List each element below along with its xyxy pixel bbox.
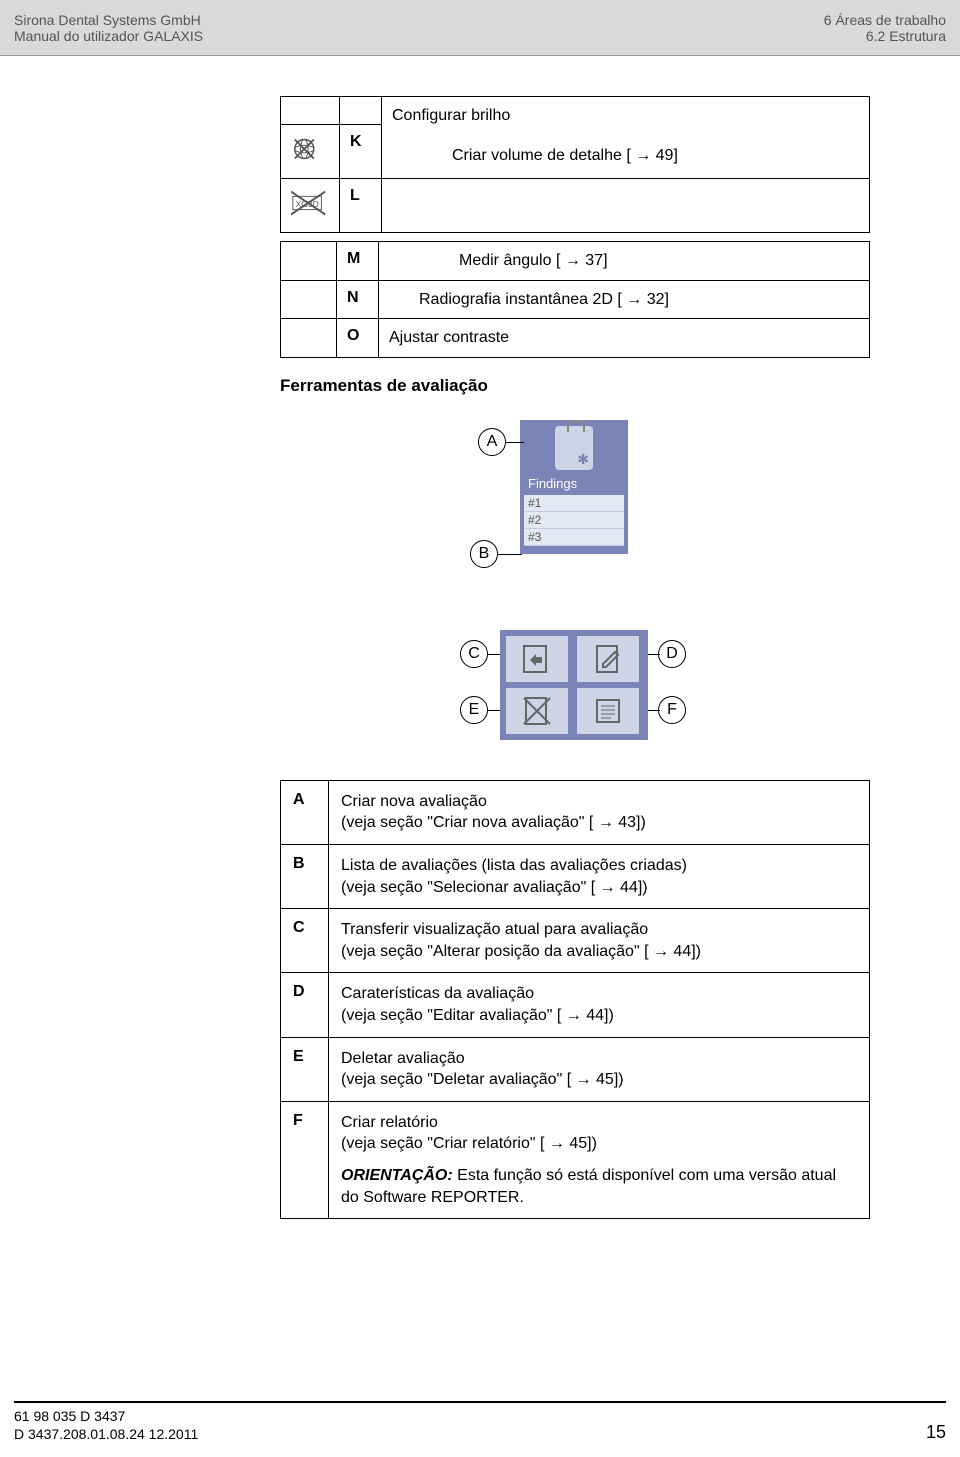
- row-k-letter: K: [340, 125, 382, 179]
- legend-e-letter: E: [281, 1037, 329, 1101]
- section-title: Ferramentas de avaliação: [280, 376, 870, 396]
- legend-d-letter: D: [281, 973, 329, 1037]
- tools-table-2: M Medir ângulo [ → 37] N Radiografia ins…: [280, 241, 870, 358]
- legend-f-letter: F: [281, 1101, 329, 1218]
- header-company: Sirona Dental Systems GmbH: [14, 12, 203, 28]
- row-l-text: Criar volume de detalhe [ → 49]: [392, 145, 859, 167]
- findings-icon-grid: [500, 630, 648, 740]
- list-item: #2: [524, 512, 624, 529]
- legend-c-letter: C: [281, 909, 329, 973]
- orientacao-note: ORIENTAÇÃO: Esta função só está disponív…: [341, 1165, 857, 1208]
- row-m-letter: M: [337, 242, 379, 281]
- legend-b-line1: Lista de avaliações (lista das avaliaçõe…: [341, 855, 857, 877]
- page-footer: 61 98 035 D 3437 D 3437.208.01.08.24 12.…: [14, 1401, 946, 1443]
- legend-f-line2: (veja seção "Criar relatório" [ → 45]): [341, 1133, 857, 1155]
- header-section: 6.2 Estrutura: [824, 28, 946, 44]
- legend-b-letter: B: [281, 844, 329, 908]
- findings-figure: Findings #1 #2 #3 A B C D E F: [410, 410, 740, 760]
- legend-a-line1: Criar nova avaliação: [341, 791, 857, 813]
- page-content: Configurar brilho Criar volume de detalh…: [0, 56, 960, 1219]
- legend-c-line1: Transferir visualização atual para avali…: [341, 919, 857, 941]
- footer-code2: D 3437.208.01.08.24 12.2011: [14, 1425, 198, 1443]
- page-number: 15: [926, 1407, 946, 1443]
- marker-b: B: [470, 540, 498, 568]
- xg3d-x-icon: XG3D: [291, 187, 329, 219]
- legend-e-line2: (veja seção "Deletar avaliação" [ → 45]): [341, 1069, 857, 1091]
- footer-code1: 61 98 035 D 3437: [14, 1407, 198, 1425]
- row-n-letter: N: [337, 280, 379, 319]
- legend-c-line2: (veja seção "Alterar posição da avaliaçã…: [341, 941, 857, 963]
- legend-f-line1: Criar relatório: [341, 1112, 857, 1134]
- row-o-letter: O: [337, 319, 379, 358]
- legend-e-line1: Deletar avaliação: [341, 1048, 857, 1070]
- tools-table-1: Configurar brilho Criar volume de detalh…: [280, 96, 870, 233]
- row-m-text: Medir ângulo [ → 37]: [379, 242, 870, 281]
- marker-e: E: [460, 696, 488, 724]
- clipboard-icon: [555, 426, 593, 470]
- evaluation-legend-table: A Criar nova avaliação (veja seção "Cria…: [280, 780, 870, 1219]
- findings-list: #1 #2 #3: [524, 495, 624, 546]
- globe-x-icon: [291, 133, 329, 165]
- row-k-text: Configurar brilho: [392, 105, 859, 127]
- row-l-letter: L: [340, 179, 382, 233]
- delete-clipboard-icon: [506, 688, 568, 734]
- marker-d: D: [658, 640, 686, 668]
- transfer-view-icon: [506, 636, 568, 682]
- legend-d-line2: (veja seção "Editar avaliação" [ → 44]): [341, 1005, 857, 1027]
- header-chapter: 6 Áreas de trabalho: [824, 12, 946, 28]
- orientacao-label: ORIENTAÇÃO:: [341, 1167, 453, 1184]
- page-header: Sirona Dental Systems GmbH Manual do uti…: [0, 0, 960, 56]
- edit-clipboard-icon: [577, 636, 639, 682]
- row-o-text: Ajustar contraste: [379, 319, 870, 358]
- row-n-text: Radiografia instantânea 2D [ → 32]: [379, 280, 870, 319]
- list-item: #1: [524, 495, 624, 512]
- findings-panel: Findings #1 #2 #3: [520, 420, 628, 554]
- list-item: #3: [524, 529, 624, 546]
- marker-f: F: [658, 696, 686, 724]
- marker-a: A: [478, 428, 506, 456]
- legend-b-line2: (veja seção "Selecionar avaliação" [ → 4…: [341, 877, 857, 899]
- legend-a-letter: A: [281, 780, 329, 844]
- findings-label: Findings: [520, 474, 628, 493]
- legend-a-line2: (veja seção "Criar nova avaliação" [ → 4…: [341, 812, 857, 834]
- marker-c: C: [460, 640, 488, 668]
- legend-d-line1: Caraterísticas da avaliação: [341, 983, 857, 1005]
- header-manual: Manual do utilizador GALAXIS: [14, 28, 203, 44]
- report-icon: [577, 688, 639, 734]
